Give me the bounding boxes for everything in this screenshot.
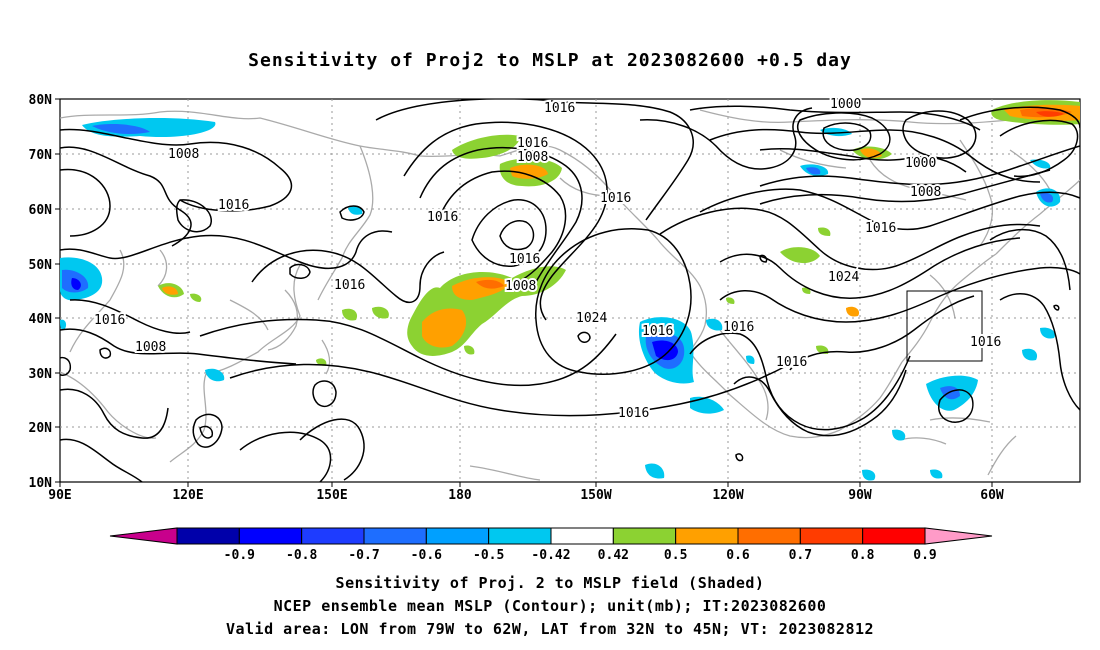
colorbar-segment [425, 527, 490, 545]
colorbar-tick-label: -0.6 [411, 548, 442, 563]
colorbar-tick-label: 0.7 [789, 548, 812, 563]
contour-label: 1016 [334, 278, 365, 293]
lat-tick-label: 40N [29, 312, 53, 327]
negative-sensitivity-shading [60, 118, 1061, 481]
colorbar-tick-label: 0.5 [664, 548, 687, 563]
colorbar-segment [363, 527, 427, 545]
colorbar-over-triangle [924, 527, 993, 545]
colorbar-segment [301, 527, 365, 545]
colorbar-tick-label: -0.5 [473, 548, 504, 563]
contour-label: 1016 [618, 406, 649, 421]
contour-label: 1016 [517, 136, 548, 151]
contour-label: 1016 [723, 320, 754, 335]
lon-tick-label: 150E [316, 488, 347, 503]
contour-label: 1008 [517, 150, 548, 165]
colorbar-segment [550, 527, 614, 545]
lat-tick-label: 80N [29, 93, 53, 108]
contour-label: 1016 [544, 101, 575, 116]
mslp-contours [60, 99, 1080, 482]
lon-tick-label: 90W [848, 488, 872, 503]
colorbar-segment [488, 527, 552, 545]
lat-tick-label: 10N [29, 476, 53, 491]
colorbar-tick-label: -0.8 [286, 548, 317, 563]
lat-tick-label: 60N [29, 203, 53, 218]
caption-contour: NCEP ensemble mean MSLP (Contour); unit(… [273, 597, 827, 615]
contour-label: 1016 [776, 355, 807, 370]
lon-tick-label: 90E [48, 488, 71, 503]
lon-tick-label: 150W [580, 488, 611, 503]
lat-tick-label: 50N [29, 258, 53, 273]
colorbar-segment [799, 527, 864, 545]
contour-label: 1016 [970, 335, 1001, 350]
contour-label: 1008 [135, 340, 166, 355]
lon-tick-label: 120W [712, 488, 743, 503]
contour-label: 1016 [865, 221, 896, 236]
contour-label: 1024 [576, 311, 607, 326]
contour-label: 1008 [505, 279, 536, 294]
lat-tick-label: 20N [29, 421, 53, 436]
contour-label: 1016 [509, 252, 540, 267]
colorbar-tick-label: -0.9 [224, 548, 255, 563]
colorbar-segment [238, 527, 303, 545]
colorbar: -0.9 -0.8 -0.7 -0.6 -0.5 -0.42 0.42 0.5 0.6 0.7 0.… [109, 527, 993, 563]
colorbar-tick-label: 0.42 [598, 548, 629, 563]
caption-shading: Sensitivity of Proj. 2 to MSLP field (Sh… [335, 574, 765, 592]
contour-label: 1016 [218, 198, 249, 213]
colorbar-tick-label: 0.8 [851, 548, 875, 563]
contour-label: 1000 [830, 97, 861, 112]
contour-label: 1016 [600, 191, 631, 206]
lat-tick-label: 70N [29, 148, 53, 163]
contour-label: 1024 [828, 270, 859, 285]
graticule [60, 99, 1080, 482]
contour-label: 1016 [642, 324, 673, 339]
colorbar-segment [176, 527, 240, 545]
colorbar-segment [862, 527, 926, 545]
contour-label: 1016 [94, 313, 125, 328]
colorbar-tick-label: -0.42 [531, 548, 570, 563]
contour-label: 1008 [910, 185, 941, 200]
chart-title: Sensitivity of Proj2 to MSLP at 20230826… [248, 50, 852, 71]
colorbar-segment [675, 527, 739, 545]
lon-axis: 90E 120E 150E 180 150W 120W 90W 60W [48, 482, 1004, 503]
colorbar-under-triangle [109, 527, 178, 545]
colorbar-tick-label: 0.9 [913, 548, 936, 563]
contour-label: 1000 [905, 156, 936, 171]
caption-valid-area: Valid area: LON from 79W to 62W, LAT fro… [225, 620, 875, 638]
colorbar-tick-label: 0.6 [726, 548, 750, 563]
lat-axis: 80N 70N 60N 50N 40N 30N 20N 10N [29, 93, 60, 491]
valid-area-box [906, 290, 983, 362]
positive-sensitivity-shading [158, 100, 1080, 366]
lon-tick-label: 120E [172, 488, 203, 503]
contour-label: 1008 [168, 147, 199, 162]
lon-tick-label: 180 [448, 488, 472, 503]
lon-tick-label: 60W [980, 488, 1004, 503]
colorbar-segment [737, 527, 801, 545]
colorbar-segment [612, 527, 677, 545]
contour-label: 1016 [427, 210, 458, 225]
colorbar-tick-label: -0.7 [348, 548, 379, 563]
contour-label-group: 1016 1000 1008 1016 1016 1008 1016 1016 … [92, 95, 1003, 423]
lat-tick-label: 30N [29, 367, 53, 382]
coastlines [60, 109, 1080, 481]
